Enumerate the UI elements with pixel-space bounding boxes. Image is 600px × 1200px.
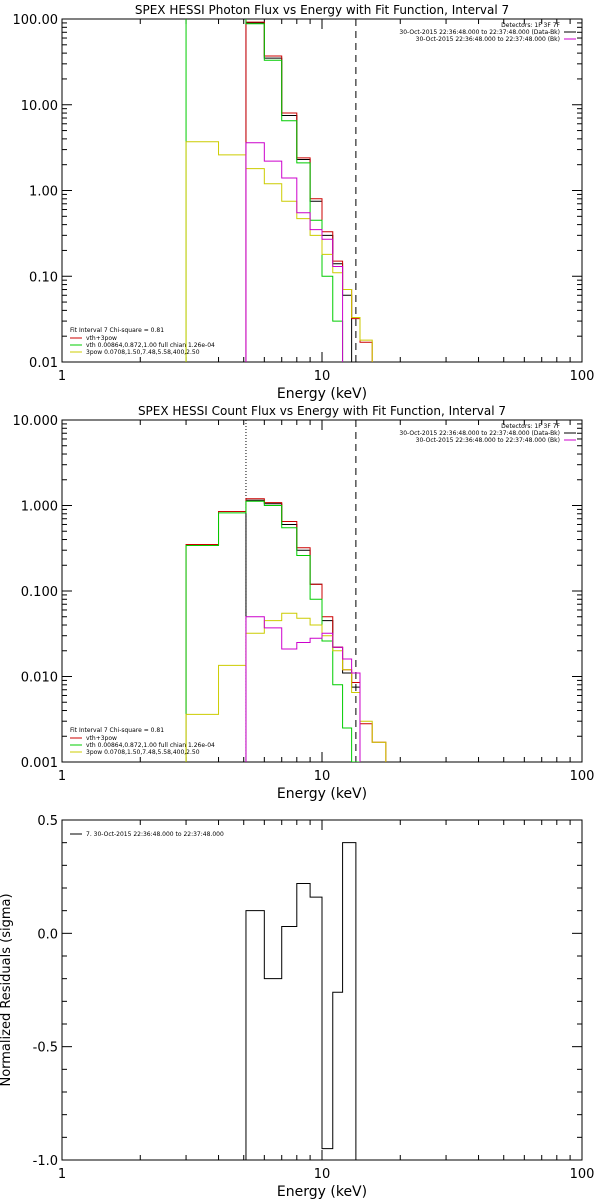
x-axis-label: Energy (keV) (277, 786, 367, 802)
info-text: 30-Oct-2015 22:36:48.000 to 22:37:48.000… (399, 29, 560, 36)
y-tick-label: 10.000 (13, 414, 59, 429)
legend-label: 3pow 0.0708,1.50,7.48,5.58,400,2.50 (86, 349, 200, 356)
legend-label: vth+3pow (86, 735, 117, 742)
x-axis-label: Energy (keV) (277, 1184, 367, 1200)
series-line-vth-3pow (245, 21, 373, 362)
info-text: 30-Oct-2015 22:36:48.000 to 22:37:48.000… (416, 437, 560, 444)
info-text: 30-Oct-2015 22:36:48.000 to 22:37:48.000… (399, 430, 560, 437)
y-tick-label: 100.00 (13, 13, 59, 28)
info-text: Detectors: 1F 3F 7F (501, 423, 560, 430)
series-line-vth (185, 500, 361, 762)
info-text: Detectors: 1F 3F 7F (501, 22, 560, 29)
x-axis-label: Energy (keV) (277, 386, 367, 402)
y-tick-label: 1.000 (21, 500, 58, 515)
legend-header: Fit Interval 7 Chi-square = 0.81 (70, 727, 164, 734)
info-text: 30-Oct-2015 22:36:48.000 to 22:37:48.000… (416, 36, 560, 43)
x-tick-label: 100 (570, 1167, 595, 1182)
x-tick-label: 100 (570, 369, 595, 384)
x-tick-label: 1 (58, 1167, 66, 1182)
panel-2: 1 10 100 0.001 0.010 0.100 1.000 10.000 SPEX HES… (13, 404, 595, 802)
panel-3: 1 10 100 -1.0 -0.5 0.0 0.5 Energy (keV) Normaliz… (0, 814, 594, 1200)
y-tick-label: 0.0 (37, 927, 58, 942)
legend-label: vth+3pow (86, 335, 117, 342)
legend-header: Fit Interval 7 Chi-square = 0.81 (70, 327, 164, 334)
y-tick-label: 0.100 (21, 585, 58, 600)
chart-title: SPEX HESSI Count Flux vs Energy with Fit… (138, 404, 506, 418)
x-tick-label: 1 (58, 369, 66, 384)
legend-label: 3pow 0.0708,1.50,7.48,5.58,400,2.50 (86, 749, 200, 756)
legend-label: 7. 30-Oct-2015 22:36:48.000 to 22:37:48.… (86, 831, 224, 838)
y-tick-label: 10.00 (21, 99, 58, 114)
x-tick-label: 10 (314, 369, 331, 384)
series-line-bk (245, 616, 361, 762)
y-tick-label: 0.010 (21, 671, 58, 686)
legend-label: vth 0.00864,0.872,1.00 full chian 1.26e-… (86, 342, 215, 349)
series-line-bk (245, 142, 344, 362)
y-tick-label: 0.01 (29, 356, 58, 371)
y-tick-label: -0.5 (33, 1041, 58, 1056)
x-tick-label: 100 (570, 769, 595, 784)
plot-frame (61, 18, 583, 363)
chart-title: SPEX HESSI Photon Flux vs Energy with Fi… (135, 3, 509, 17)
x-tick-label: 1 (58, 769, 66, 784)
y-tick-label: 0.001 (21, 756, 58, 771)
y-tick-label: 0.10 (29, 270, 58, 285)
y-axis-label: Normalized Residuals (sigma) (0, 893, 14, 1086)
y-tick-label: 1.00 (29, 185, 58, 200)
series-line-3pow (185, 141, 373, 362)
y-tick-label: 0.5 (37, 814, 58, 829)
legend-label: vth 0.00864,0.872,1.00 full chian 1.26e-… (86, 742, 215, 749)
series-line-data-bk (245, 22, 353, 362)
x-tick-label: 10 (314, 1167, 331, 1182)
series-line-vth (185, 19, 344, 362)
y-tick-label: -1.0 (33, 1154, 58, 1169)
x-tick-label: 10 (314, 769, 331, 784)
series-line-residuals (245, 842, 357, 1160)
panel-1: 1 10 100 0.01 0.10 1.00 10.00 100.00 SPEX HESSI … (13, 3, 595, 402)
